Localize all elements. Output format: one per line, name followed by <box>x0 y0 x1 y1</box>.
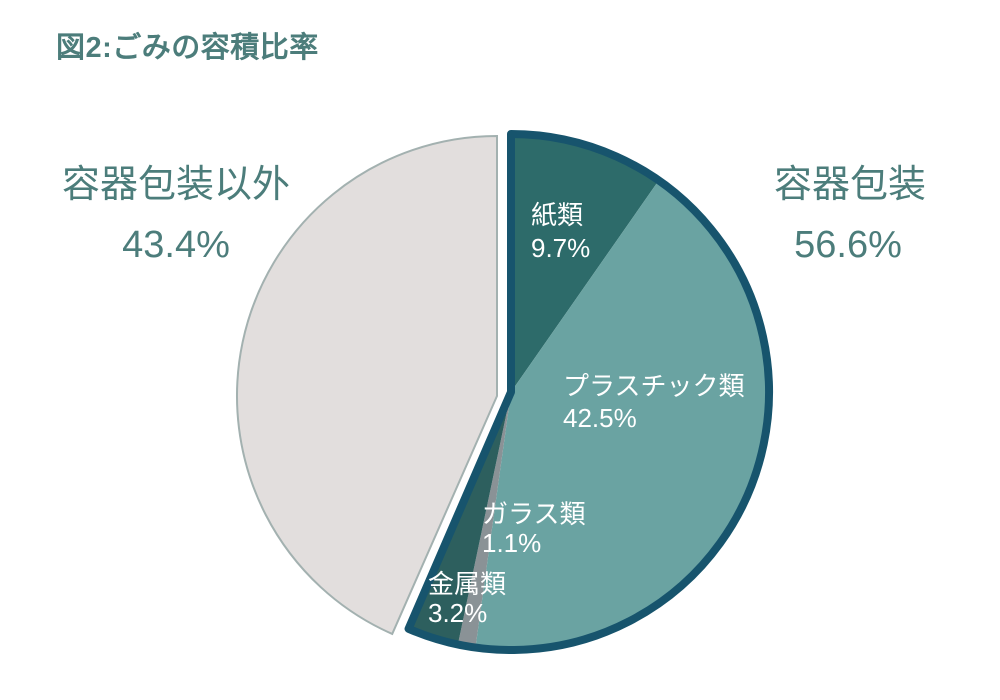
group-left-value: 43.4% <box>122 224 230 266</box>
group-left-name: 容器包装以外 <box>62 164 290 206</box>
container-group-outline <box>404 130 773 654</box>
slice-label-glass: ガラス類 1.1% <box>482 499 585 558</box>
figure-title: 図2:ごみの容積比率 <box>56 32 319 64</box>
group-label-right: 容器包装 56.6% <box>774 164 926 266</box>
pie-slice-1 <box>475 180 770 651</box>
slice-label-paper: 紙類 9.7% <box>531 200 590 263</box>
slice-label-plastic: プラスチック類 42.5% <box>563 371 744 433</box>
group-label-left: 容器包装以外 43.4% <box>62 164 290 266</box>
slice-metal-name: 金属類 <box>428 569 506 599</box>
pie-slices <box>236 130 773 654</box>
slice-paper-value: 9.7% <box>531 233 590 263</box>
pie-slice-0 <box>511 134 659 392</box>
pie-slice-2 <box>457 392 511 648</box>
group-right-name: 容器包装 <box>774 164 926 206</box>
slice-plastic-name: プラスチック類 <box>563 371 744 401</box>
slice-glass-name: ガラス類 <box>482 499 585 529</box>
slice-glass-value: 1.1% <box>482 528 541 558</box>
slice-label-metal: 金属類 3.2% <box>428 569 506 628</box>
slice-metal-value: 3.2% <box>428 598 487 628</box>
group-right-value: 56.6% <box>794 224 902 266</box>
pie-slice-4 <box>236 134 498 636</box>
slice-paper-name: 紙類 <box>531 200 583 230</box>
slice-plastic-value: 42.5% <box>563 403 637 433</box>
